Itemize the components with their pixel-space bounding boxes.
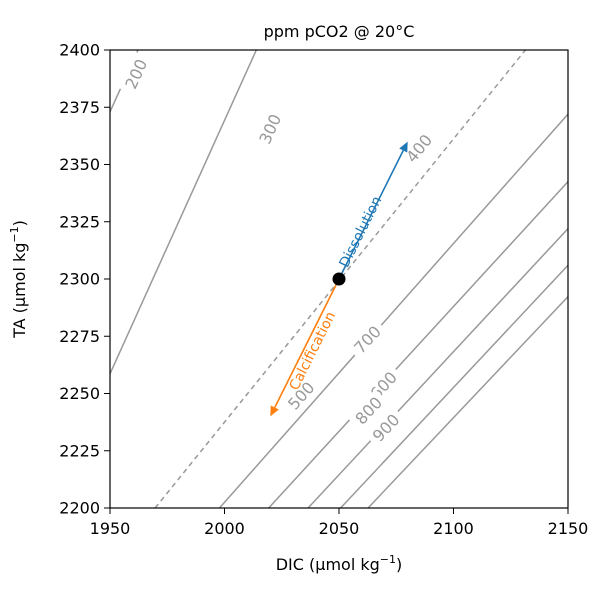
contour-lines (110, 50, 568, 508)
y-tick-label: 2400 (59, 41, 100, 60)
contour-line-700 (307, 228, 568, 508)
contour-label-gap (252, 106, 288, 152)
x-tick-label: 2100 (433, 519, 474, 538)
y-tick-label: 2200 (59, 499, 100, 518)
y-tick-label: 2375 (59, 98, 100, 117)
sample-point-layer (332, 272, 346, 286)
y-tick-label: 2275 (59, 327, 100, 346)
contour-line-600 (268, 181, 568, 508)
contour-label-gap (365, 406, 408, 450)
y-tick-label: 2300 (59, 270, 100, 289)
contour-line-500 (218, 113, 568, 508)
contour-line-300 (110, 50, 258, 375)
contour-line-400 (154, 50, 527, 508)
x-tick-label: 1950 (90, 519, 131, 538)
contour-line-800 (340, 264, 568, 508)
calcification-arrowhead (270, 405, 279, 417)
y-axis-ticks: 2200 2225 2250 2275 2300 2325 2350 2375 2400 (59, 41, 110, 518)
y-axis-label: TA (µmol kg−1) (8, 220, 29, 339)
y-tick-label: 2325 (59, 212, 100, 231)
contour-label-gap (280, 374, 322, 418)
y-tick-label: 2250 (59, 384, 100, 403)
x-tick-label: 2050 (319, 519, 360, 538)
dissolution-arrowhead (399, 141, 408, 153)
x-axis-label: DIC (µmol kg−1) (276, 553, 403, 574)
dissolution-arrow (338, 150, 404, 280)
contour-label-gap (346, 318, 389, 362)
calcification-arrow (274, 278, 340, 408)
contour-label-gap (118, 51, 154, 97)
contour-line-900 (367, 296, 568, 508)
y-tick-label: 2225 (59, 441, 100, 460)
x-tick-label: 2000 (204, 519, 245, 538)
chart-title: ppm pCO2 @ 20°C (264, 22, 415, 41)
x-tick-label: 2150 (548, 519, 589, 538)
contour-label-gap (398, 126, 440, 171)
contour-label-gap (347, 389, 390, 433)
x-axis-ticks: 1950 2000 2050 2100 2150 (90, 508, 589, 538)
y-tick-label: 2350 (59, 155, 100, 174)
sample-point (332, 272, 346, 286)
